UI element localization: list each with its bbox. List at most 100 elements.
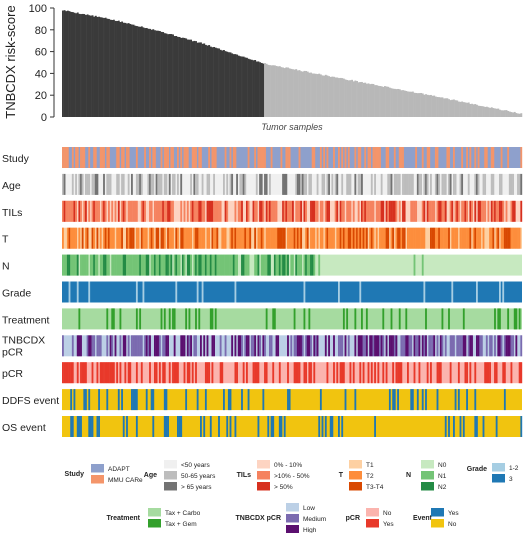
- track-cell: [344, 335, 347, 357]
- track-cell: [203, 335, 206, 357]
- track-cell: [106, 227, 109, 249]
- track-cell: [403, 200, 406, 222]
- track-cell: [158, 200, 161, 222]
- risk-score-bar: [226, 51, 229, 117]
- track-cell: [495, 362, 498, 384]
- risk-score-bar: [439, 97, 442, 117]
- track-cell: [160, 200, 163, 222]
- risk-score-bar: [464, 102, 467, 117]
- legend-item-label: High: [303, 527, 317, 533]
- risk-score-bar: [254, 60, 257, 117]
- track-cell: [344, 227, 347, 249]
- track-cell: [127, 362, 130, 384]
- track-cell: [390, 173, 393, 195]
- track-cell: [275, 227, 278, 249]
- risk-score-bar: [104, 17, 107, 117]
- legend-item-label: T2: [366, 473, 374, 480]
- risk-score-bar: [293, 69, 296, 117]
- track-cell: [224, 227, 227, 249]
- track-cell: [219, 335, 222, 357]
- track-cell: [167, 147, 169, 168]
- track-cell: [333, 335, 335, 357]
- track-cell: [385, 335, 388, 357]
- track-cell: [257, 227, 260, 249]
- track-cell: [270, 227, 273, 249]
- track-cell: [206, 254, 209, 276]
- risk-score-bar: [474, 104, 477, 117]
- track-cell: [185, 147, 188, 168]
- track-cell: [364, 335, 367, 357]
- track-cell: [62, 227, 64, 249]
- track-cell: [101, 254, 104, 276]
- track-cell: [137, 173, 140, 195]
- track-cell: [68, 281, 71, 303]
- track-cell: [124, 254, 127, 276]
- track-cell: [85, 200, 87, 222]
- track-cell: [139, 254, 142, 276]
- risk-score-bar: [444, 98, 447, 117]
- risk-score-bar: [150, 29, 153, 117]
- track-cell: [428, 147, 431, 168]
- risk-score-bar: [503, 110, 506, 117]
- risk-score-bar: [244, 57, 247, 117]
- risk-score-bar: [476, 104, 478, 117]
- risk-score-bar: [234, 54, 237, 117]
- track-cell: [88, 147, 91, 168]
- risk-score-bar: [170, 34, 173, 117]
- risk-score-bar: [500, 110, 503, 117]
- track-cell: [91, 416, 94, 437]
- track-cell: [83, 389, 86, 411]
- risk-score-bar: [195, 41, 197, 117]
- risk-score-bar: [181, 37, 184, 118]
- track-cell: [310, 200, 312, 222]
- track-cell: [518, 227, 521, 249]
- track-cell: [234, 147, 237, 168]
- risk-score-bar: [372, 83, 375, 117]
- track-cell: [116, 362, 119, 384]
- track-cell: [241, 254, 243, 276]
- track-cell: [114, 254, 117, 276]
- x-axis-label: Tumor samples: [261, 122, 323, 132]
- track-cell: [242, 362, 245, 384]
- track-cell: [354, 335, 357, 357]
- track-cell: [283, 200, 286, 222]
- track-cell: [76, 335, 79, 357]
- track-cell: [408, 173, 411, 195]
- risk-score-bar: [296, 70, 299, 117]
- track-cell: [106, 173, 109, 195]
- track-cell: [476, 335, 478, 357]
- track-cell: [68, 254, 71, 276]
- track-cell: [132, 227, 135, 249]
- legend-item-label: 0% - 10%: [274, 462, 302, 469]
- track-cell: [226, 200, 229, 222]
- track-cell: [421, 147, 424, 168]
- track-cell: [421, 389, 424, 411]
- track-cell: [231, 173, 234, 195]
- track-cell: [444, 416, 447, 437]
- track-cell: [241, 335, 243, 357]
- track-cell: [433, 227, 436, 249]
- track-cell: [139, 173, 142, 195]
- track-t: T: [2, 227, 522, 249]
- track-cell: [76, 254, 79, 276]
- track-cell: [155, 254, 158, 276]
- track-cell: [270, 200, 273, 222]
- track-cell: [78, 173, 81, 195]
- track-cell: [163, 227, 166, 249]
- track-cell: [438, 227, 441, 249]
- risk-score-bar: [267, 64, 270, 117]
- track-cell: [250, 335, 253, 357]
- track-cell: [359, 147, 362, 168]
- track-cell: [454, 227, 457, 249]
- track-cell: [441, 173, 444, 195]
- track-cell: [76, 362, 79, 384]
- track-cell: [357, 147, 360, 168]
- risk-score-bar: [147, 28, 150, 117]
- legend-swatch: [257, 460, 270, 469]
- track-cell: [127, 254, 130, 276]
- track-cell: [94, 254, 97, 276]
- risk-score-bar: [103, 18, 105, 118]
- risk-score-bar: [428, 95, 431, 117]
- risk-score-bar: [466, 102, 469, 117]
